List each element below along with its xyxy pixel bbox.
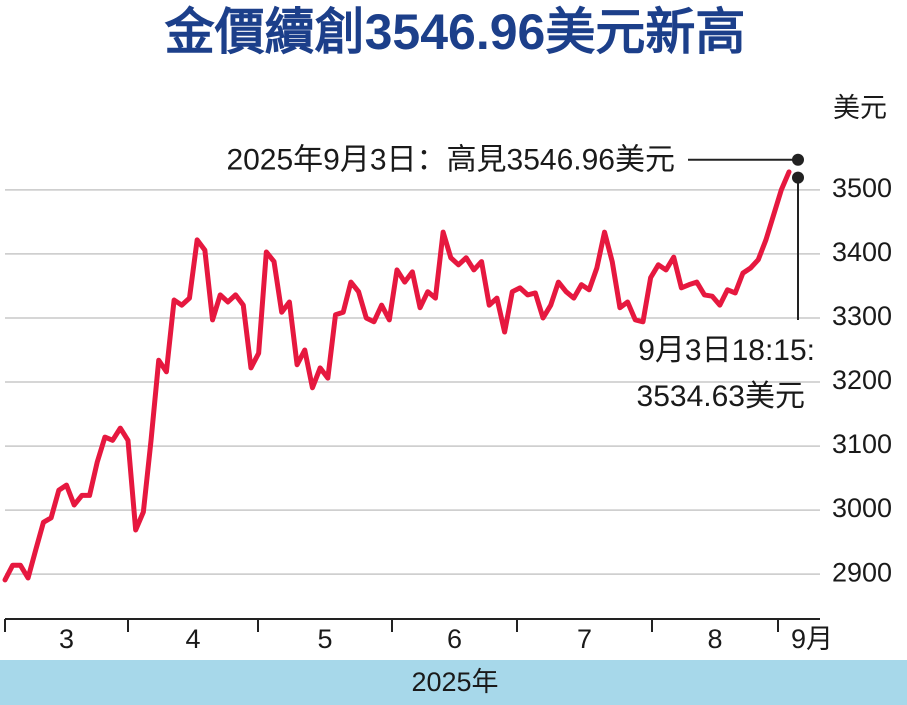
x-tick-label: 6 — [447, 624, 462, 654]
y-tick-label: 3000 — [832, 493, 892, 523]
annotation: 2025年9月3日：高見3546.96美元 — [226, 144, 675, 177]
chart-title: 金價續創3546.96美元新高 — [165, 4, 746, 60]
y-unit: 美元 — [833, 93, 887, 123]
x-tick-label: 8 — [707, 624, 722, 654]
x-tick-label: 5 — [317, 624, 332, 654]
y-tick-label: 3100 — [832, 429, 892, 459]
y-tick-label: 3300 — [832, 301, 892, 331]
y-tick-label: 2900 — [832, 557, 892, 587]
x-tick-label: 4 — [185, 624, 200, 654]
x-tick-label: 7 — [577, 624, 592, 654]
x-label: 2025年 — [411, 667, 498, 697]
annotation: 9月3日18:15: — [638, 334, 815, 367]
y-tick-label: 3500 — [832, 173, 892, 203]
y-tick-label: 3200 — [832, 365, 892, 395]
x-label-band — [0, 660, 907, 705]
x-tick-label: 9月 — [791, 624, 833, 654]
high-dot — [792, 153, 804, 166]
annotation: 3534.63美元 — [637, 380, 805, 413]
price-line — [2, 169, 792, 583]
x-tick-label: 3 — [59, 624, 74, 654]
y-tick-label: 3400 — [832, 237, 892, 267]
